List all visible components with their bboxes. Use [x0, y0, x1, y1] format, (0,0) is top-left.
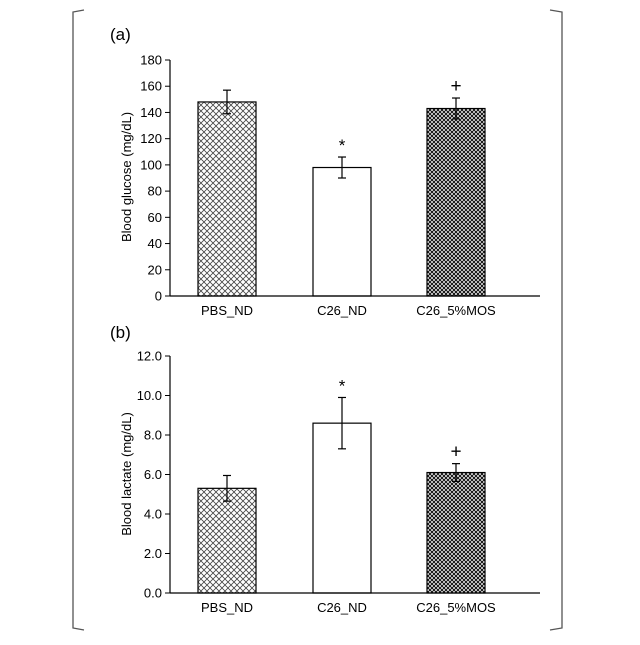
- panel-a: (a) Blood glucose (mg/dL) 0 20 40 60 80 100 12…: [110, 25, 540, 318]
- panel-a-y-axis-title: Blood glucose (mg/dL): [119, 112, 134, 242]
- panel-b-bar: [198, 488, 256, 593]
- panel-b-label: (b): [110, 323, 131, 342]
- panel-a-y-tick-label: 100: [140, 157, 162, 172]
- panel-a-x-tick-label: C26_ND: [317, 303, 367, 318]
- panel-a-y-tick-label: 40: [148, 236, 162, 251]
- panel-b-x-tick-label: C26_ND: [317, 600, 367, 615]
- panel-b-x-tick-label: C26_5%MOS: [416, 600, 496, 615]
- panel-b-y-axis-title: Blood lactate (mg/dL): [119, 412, 134, 536]
- panel-b: (b) Blood lactate (mg/dL) 0.0 2.0 4.0 6.0 8.…: [110, 323, 540, 615]
- panel-a-x-tick-label: C26_5%MOS: [416, 303, 496, 318]
- panel-b-bars: PBS_ND * C26_ND + C26_5%MOS: [198, 376, 496, 615]
- panel-a-y-tick-label: 120: [140, 131, 162, 146]
- panel-b-y-tick-label: 12.0: [137, 349, 162, 364]
- panel-b-significance-marker: *: [339, 376, 346, 395]
- panel-a-bar: [313, 168, 371, 296]
- panel-a-y-tick-label: 60: [148, 210, 162, 225]
- panel-b-y-tick-label: 0.0: [144, 586, 162, 601]
- panel-a-bar: [198, 102, 256, 296]
- panel-b-y-tick-label: 6.0: [144, 467, 162, 482]
- panel-b-y-tick-label: 2.0: [144, 546, 162, 561]
- panel-a-y-tick-label: 140: [140, 105, 162, 120]
- panel-a-label: (a): [110, 25, 131, 44]
- left-bracket: [73, 10, 84, 630]
- panel-a-x-tick-label: PBS_ND: [201, 303, 253, 318]
- panel-b-bar: [427, 473, 485, 593]
- panel-a-y-tick-label: 0: [155, 289, 162, 304]
- panel-b-y-tick-label: 8.0: [144, 428, 162, 443]
- panel-a-bar: [427, 109, 485, 296]
- panel-a-y-tick-label: 180: [140, 53, 162, 68]
- panel-a-y-tick-label: 160: [140, 79, 162, 94]
- panel-a-y-ticks: 0 20 40 60 80 100 120 140 160 180: [140, 53, 170, 304]
- panel-a-significance-marker: *: [339, 136, 346, 155]
- panel-b-significance-marker: +: [450, 442, 461, 463]
- panel-a-bars: PBS_ND * C26_ND + C26_5%MOS: [198, 76, 496, 318]
- right-bracket: [550, 10, 562, 630]
- panel-a-y-tick-label: 80: [148, 184, 162, 199]
- panel-a-y-tick-label: 20: [148, 262, 162, 277]
- panel-b-x-tick-label: PBS_ND: [201, 600, 253, 615]
- panel-b-y-tick-label: 10.0: [137, 388, 162, 403]
- panel-b-y-ticks: 0.0 2.0 4.0 6.0 8.0 10.0 12.0: [137, 349, 170, 601]
- panel-b-y-tick-label: 4.0: [144, 507, 162, 522]
- panel-a-significance-marker: +: [450, 76, 461, 97]
